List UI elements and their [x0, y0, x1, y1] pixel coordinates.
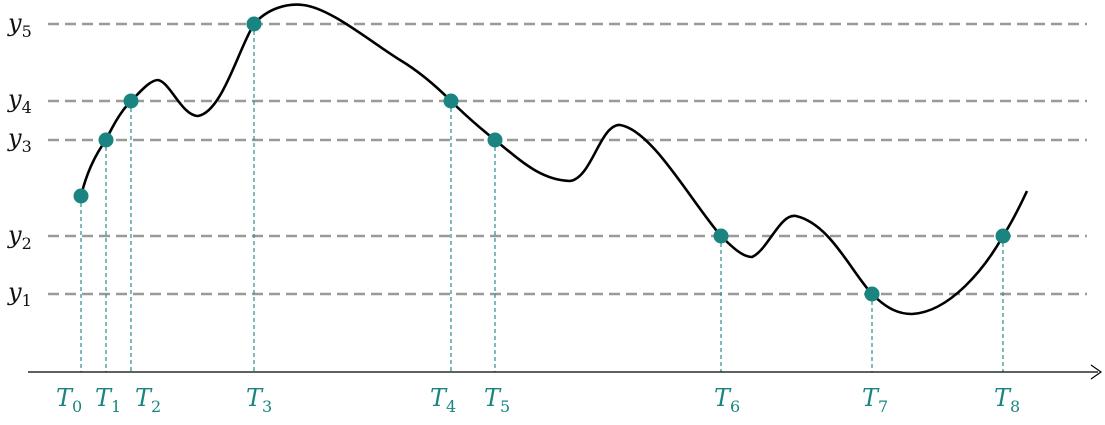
crossing-point-t3 [246, 16, 262, 32]
crossing-point-t2 [123, 93, 139, 109]
time-label-t4: T4 [430, 384, 456, 416]
level-label-y4: y4 [7, 85, 32, 117]
level-label-y1: y1 [7, 278, 32, 310]
level-labels: y5 y4 y3 y2 y1 [7, 9, 32, 310]
signal-curve [79, 3, 1029, 316]
crossing-point-t7 [864, 286, 880, 302]
crossing-point-t8 [995, 228, 1011, 244]
time-labels: T0 T1 T2 T3 T4 T5 T6 T7 T8 [56, 384, 1020, 416]
crossing-point-t5 [487, 132, 503, 148]
time-label-t0: T0 [56, 384, 82, 416]
level-lines [48, 22, 1087, 296]
crossing-point-t6 [713, 228, 729, 244]
level-label-y5: y5 [7, 9, 32, 41]
time-label-t8: T8 [994, 384, 1020, 416]
time-label-t3: T3 [246, 384, 272, 416]
crossing-point-t1 [98, 132, 114, 148]
crossing-point-t4 [443, 93, 459, 109]
time-label-t1: T1 [95, 384, 121, 416]
level-label-y2: y2 [7, 221, 32, 253]
crossing-points [73, 16, 1011, 302]
time-label-t7: T7 [862, 384, 888, 416]
time-label-t2: T2 [135, 384, 161, 416]
time-label-t5: T5 [484, 384, 510, 416]
time-axis [28, 364, 1103, 380]
level-label-y3: y3 [7, 124, 32, 156]
drop-lines [80, 24, 1004, 372]
time-label-t6: T6 [714, 384, 740, 416]
time-axis-arrowhead [1090, 364, 1103, 380]
crossing-point-t0 [73, 188, 89, 204]
